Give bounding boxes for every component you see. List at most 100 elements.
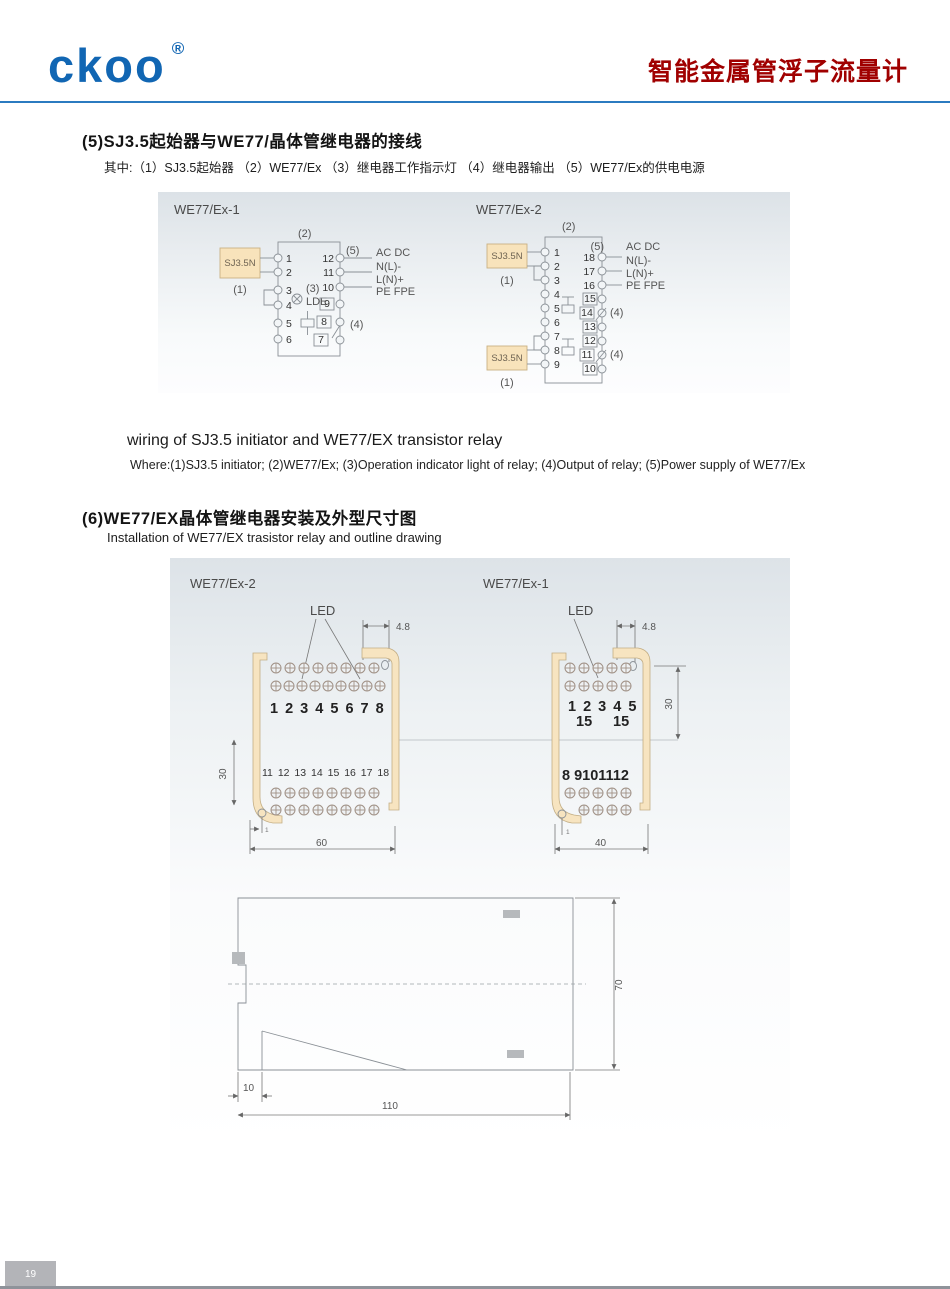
svg-text:12: 12 [322, 253, 334, 265]
registered-mark-icon: ® [171, 39, 187, 58]
ref-1: (1) [500, 377, 513, 389]
svg-text:5: 5 [286, 318, 292, 330]
ex2-relay-coil-icon [561, 338, 575, 356]
page-number-badge: 19 [5, 1261, 56, 1287]
dim-40: 40 [595, 838, 607, 849]
vent-slot [507, 1050, 524, 1058]
terminal-numbers-top: 1 2 3 4 5 6 7 8 [270, 701, 384, 717]
ex2-right-terminals: 18 17 16 15 14 13 12 11 10 [579, 252, 607, 376]
screw-row-bottom-2 [578, 804, 632, 816]
page-title: 智能金属管浮子流量计 [647, 58, 908, 86]
din-bracket-right [361, 647, 400, 811]
dim-60: 60 [316, 838, 328, 849]
mount-hole [381, 660, 389, 670]
screw-row-bottom-1 [270, 787, 380, 799]
wiring-diagram-svg: WE77/Ex-1 (2) SJ3.5N (1) 1 2 3 4 5 6 (3)… [174, 202, 665, 389]
ref-1: (1) [500, 275, 513, 287]
svg-text:16: 16 [583, 280, 595, 292]
ex1-left-terminals: 1 2 3 4 5 6 [273, 253, 292, 346]
ex1-title: WE77/Ex-1 [174, 202, 240, 217]
wiring-ex1: WE77/Ex-1 (2) SJ3.5N (1) 1 2 3 4 5 6 (3)… [174, 202, 415, 357]
svg-text:10: 10 [322, 282, 334, 294]
svg-text:1: 1 [286, 253, 292, 265]
wiring-caption: wiring of SJ3.5 initiator and WE77/EX tr… [127, 432, 503, 449]
brand-logo-text: ckoo [48, 39, 166, 92]
svg-text:N(L)-: N(L)- [626, 255, 651, 267]
svg-text:3: 3 [286, 285, 292, 297]
svg-text:4: 4 [554, 289, 560, 301]
svg-text:15: 15 [584, 293, 596, 305]
ex2-initiator-box-bottom [486, 345, 528, 371]
svg-text:PE FPE: PE FPE [376, 286, 415, 298]
svg-text:N(L)-: N(L)- [376, 261, 401, 273]
housing-outline [237, 897, 574, 1071]
svg-text:SJ3.5N: SJ3.5N [491, 251, 522, 262]
ex2-power-labels: AC DC N(L)- L(N)+ PE FPE [626, 241, 665, 292]
terminal-number-15b: 15 [613, 714, 629, 730]
screw-row-top-1 [270, 662, 380, 674]
header-divider [0, 101, 950, 103]
svg-text:3: 3 [554, 275, 560, 287]
svg-text:6: 6 [286, 334, 292, 346]
ex1-right-terminals: 12 11 10 9 8 7 [313, 253, 345, 347]
brand-logo: ckoo ® [48, 40, 186, 89]
svg-text:11: 11 [582, 349, 593, 361]
screw-row-bottom-2 [270, 804, 380, 816]
svg-text:AC DC: AC DC [626, 241, 660, 253]
ref-2: (2) [562, 221, 575, 233]
ex2-relay-coil-icon [561, 296, 575, 314]
svg-text:9: 9 [554, 359, 560, 371]
wiring-figure: WE77/Ex-1 (2) SJ3.5N (1) 1 2 3 4 5 6 (3)… [158, 192, 790, 393]
svg-text:AC DC: AC DC [376, 247, 410, 259]
ex1-initiator-label: SJ3.5N [224, 258, 255, 269]
svg-text:13: 13 [584, 321, 596, 333]
svg-text:7: 7 [554, 331, 560, 343]
din-clip [232, 952, 245, 964]
svg-text:8: 8 [321, 316, 327, 328]
outline-left-block: WE77/Ex-2 LED 4.8 1 2 3 4 5 6 7 8 11 12 … [190, 576, 410, 854]
ex1-body [277, 241, 341, 357]
right-block-led-label: LED [568, 603, 593, 618]
ex2-jumper-7-8 [533, 335, 541, 351]
dim-4-8: 4.8 [396, 622, 410, 633]
ref-5: (5) [346, 245, 359, 257]
ref-4: (4) [610, 349, 623, 361]
ex1-jumper-3-4 [263, 289, 274, 306]
svg-text:L(N)+: L(N)+ [626, 268, 654, 280]
wiring-ex2: WE77/Ex-2 (2) SJ3.5N (1) SJ3.5N (1) 1 2 … [476, 202, 665, 389]
ref-2: (2) [298, 228, 311, 240]
dim-4-8: 4.8 [642, 622, 656, 633]
ex1-initiator-box [219, 247, 261, 279]
svg-text:6: 6 [554, 317, 560, 329]
ex2-initiator-box-top [486, 243, 528, 269]
svg-text:17: 17 [583, 266, 595, 278]
svg-text:2: 2 [554, 261, 560, 273]
svg-text:1: 1 [554, 247, 560, 259]
svg-text:4: 4 [286, 300, 292, 312]
dim-30-right: 30 [664, 698, 675, 710]
svg-text:2: 2 [286, 267, 292, 279]
page-number: 19 [24, 1268, 37, 1280]
ex2-left-terminals: 1 2 3 4 5 6 7 8 9 [540, 247, 560, 371]
section6-heading: (6)WE77/EX晶体管继电器安装及外型尺寸图 [82, 510, 417, 528]
terminal-number-15a: 15 [576, 714, 592, 730]
ex2-jumper-2-3 [533, 265, 541, 281]
footer-divider [0, 1286, 950, 1289]
ex2-contact-arm-1 [595, 307, 607, 321]
svg-text:PE FPE: PE FPE [626, 280, 665, 292]
dim-1: 1 [265, 827, 269, 834]
side-view: 70 10 110 [228, 897, 625, 1120]
led-icon [291, 293, 303, 305]
wiring-caption-detail: Where:(1)SJ3.5 initiator; (2)WE77/Ex; (3… [130, 458, 806, 472]
screw-row-top-2 [564, 680, 632, 692]
ref-4: (4) [350, 319, 363, 331]
terminal-numbers-top: 1 2 3 4 5 [568, 699, 636, 715]
outline-diagram-svg: WE77/Ex-2 LED 4.8 1 2 3 4 5 6 7 8 11 12 … [190, 576, 686, 1120]
terminal-numbers-bottom: 11 12 13 14 15 16 17 18 [262, 767, 389, 779]
ex2-title: WE77/Ex-2 [476, 202, 542, 217]
outline-figure: WE77/Ex-2 LED 4.8 1 2 3 4 5 6 7 8 11 12 … [170, 558, 790, 1145]
right-block-title: WE77/Ex-1 [483, 576, 549, 591]
vent-slot [503, 910, 520, 918]
terminal-numbers-bottom: 8 9101112 [562, 768, 629, 784]
svg-text:5: 5 [554, 303, 560, 315]
